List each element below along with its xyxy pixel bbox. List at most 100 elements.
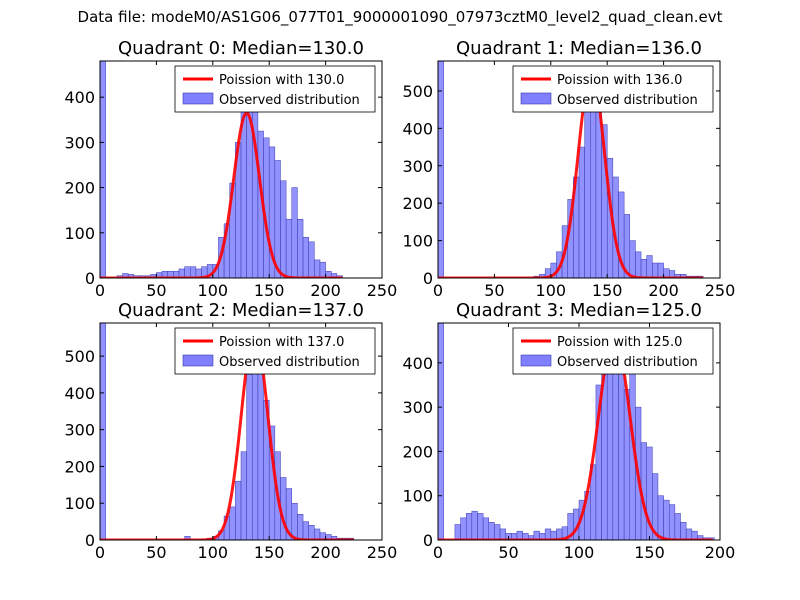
poisson-curve bbox=[438, 70, 704, 278]
y-tick-label: 300 bbox=[64, 421, 95, 440]
legend-bar-label: Observed distribution bbox=[219, 355, 360, 370]
legend-bar-swatch bbox=[520, 92, 552, 105]
histogram-bar bbox=[291, 502, 298, 540]
y-tick-label: 300 bbox=[402, 157, 433, 176]
axes-frame bbox=[437, 60, 721, 279]
x-tick-label: 250 bbox=[367, 543, 398, 562]
legend-line-label: Poission with 130.0 bbox=[219, 73, 344, 88]
x-tick-label: 0 bbox=[95, 281, 105, 300]
x-tick-label: 200 bbox=[705, 543, 736, 562]
x-tick-label: 0 bbox=[95, 543, 105, 562]
histogram-bar bbox=[629, 240, 636, 278]
histogram-bar bbox=[438, 323, 444, 540]
x-tick-label: 200 bbox=[310, 281, 341, 300]
legend-box bbox=[512, 327, 714, 375]
histogram-bar bbox=[319, 261, 326, 278]
histogram-bar bbox=[280, 180, 287, 278]
y-tick-label: 100 bbox=[402, 232, 433, 251]
subplot-title: Quadrant 3: Median=125.0 bbox=[456, 300, 702, 321]
histogram-bar bbox=[477, 513, 484, 540]
histogram-bar bbox=[100, 61, 106, 278]
legend-box bbox=[174, 327, 376, 375]
axes-frame bbox=[99, 322, 383, 541]
y-tick-label: 500 bbox=[402, 82, 433, 101]
quadrant-1-plot-area bbox=[438, 61, 704, 278]
y-tick-label: 200 bbox=[64, 179, 95, 198]
histogram-bar bbox=[635, 251, 642, 278]
histogram-bar bbox=[460, 517, 467, 540]
histogram-bar bbox=[499, 528, 506, 540]
histogram-bar bbox=[314, 528, 321, 540]
histogram-bar bbox=[246, 374, 253, 540]
histogram-bar bbox=[302, 237, 309, 278]
histogram-bar bbox=[257, 366, 264, 540]
y-tick-label: 0 bbox=[423, 531, 433, 550]
y-tick-label: 400 bbox=[402, 119, 433, 138]
subplot-title: Quadrant 2: Median=137.0 bbox=[118, 300, 364, 321]
quadrant-1-panel: 0 50 100 150 200 250 0 100 200 300 400 500 Quadrant … bbox=[402, 38, 735, 300]
histogram-bar bbox=[465, 513, 473, 540]
histogram-bar bbox=[274, 160, 281, 278]
legend: Poission with 137.0 Observed distribution bbox=[174, 327, 376, 375]
legend-bar-swatch bbox=[520, 354, 552, 367]
y-tick-label: 200 bbox=[402, 194, 433, 213]
y-tick-label: 400 bbox=[402, 354, 433, 373]
histogram-bar bbox=[314, 259, 321, 278]
histogram-bar bbox=[685, 528, 693, 540]
poisson-curve bbox=[438, 334, 713, 540]
histogram-bar bbox=[471, 510, 478, 540]
x-tick-label: 200 bbox=[310, 543, 341, 562]
y-tick-label: 300 bbox=[64, 133, 95, 152]
histogram-bar bbox=[454, 524, 461, 540]
histogram-bar bbox=[618, 362, 625, 540]
subplot-title: Quadrant 0: Median=130.0 bbox=[118, 38, 364, 59]
x-tick-label: 0 bbox=[433, 281, 443, 300]
histogram-bar bbox=[488, 522, 495, 540]
legend-bar-swatch bbox=[182, 92, 214, 105]
legend: Poission with 130.0 Observed distribution bbox=[174, 65, 376, 113]
y-tick-label: 200 bbox=[64, 457, 95, 476]
histogram-bar bbox=[674, 513, 681, 540]
histogram-bar bbox=[668, 504, 676, 540]
quadrant-2-panel: 0 50 100 150 200 250 0 100 200 300 400 500 Quadrant … bbox=[64, 300, 397, 562]
quadrant-3-panel: 0 50 100 150 200 0 100 200 300 400 Quadrant 3: Med… bbox=[402, 300, 735, 562]
x-tick-label: 50 bbox=[146, 543, 166, 562]
histogram-bar bbox=[235, 480, 242, 540]
histogram-bar bbox=[494, 524, 501, 540]
histogram-bar bbox=[229, 506, 236, 540]
x-tick-label: 100 bbox=[536, 281, 567, 300]
legend-line-label: Poission with 137.0 bbox=[219, 335, 344, 350]
x-tick-label: 250 bbox=[367, 281, 398, 300]
histogram-bar bbox=[285, 218, 293, 278]
histogram-bar bbox=[297, 514, 304, 540]
histogram-bar bbox=[544, 528, 552, 540]
x-tick-label: 100 bbox=[198, 281, 229, 300]
histogram-bar bbox=[297, 218, 304, 278]
legend-line-label: Poission with 136.0 bbox=[557, 73, 682, 88]
histogram-bar bbox=[646, 255, 653, 278]
y-tick-label: 500 bbox=[64, 347, 95, 366]
histogram-bar bbox=[578, 146, 585, 278]
y-tick-label: 400 bbox=[64, 88, 95, 107]
histogram-bar bbox=[680, 522, 687, 540]
y-tick-label: 100 bbox=[64, 494, 95, 513]
legend-bar-label: Observed distribution bbox=[557, 93, 698, 108]
histogram-bar bbox=[584, 101, 591, 278]
x-tick-label: 50 bbox=[146, 281, 166, 300]
y-tick-label: 100 bbox=[64, 224, 95, 243]
histogram-bar bbox=[240, 110, 247, 278]
histogram-bar bbox=[657, 495, 664, 540]
x-tick-label: 150 bbox=[254, 543, 285, 562]
legend-bar-label: Observed distribution bbox=[557, 355, 698, 370]
legend-box bbox=[512, 65, 714, 113]
legend-bar-swatch bbox=[182, 354, 214, 367]
histogram-bar bbox=[240, 451, 247, 540]
histogram-bar bbox=[291, 187, 298, 278]
histogram-bar bbox=[657, 262, 664, 278]
histogram-bar bbox=[189, 266, 197, 278]
histogram-bar bbox=[184, 266, 191, 278]
legend-box bbox=[174, 65, 376, 113]
legend: Poission with 136.0 Observed distribution bbox=[512, 65, 714, 113]
legend-bar-label: Observed distribution bbox=[219, 93, 360, 108]
